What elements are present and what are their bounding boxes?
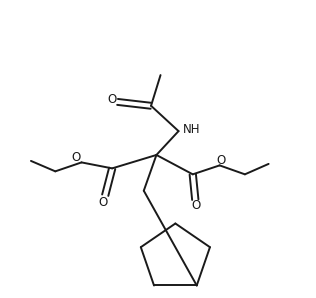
Text: O: O bbox=[71, 151, 81, 164]
Text: O: O bbox=[107, 93, 117, 106]
Text: NH: NH bbox=[183, 123, 200, 136]
Text: O: O bbox=[191, 198, 201, 212]
Text: O: O bbox=[98, 196, 107, 209]
Text: O: O bbox=[216, 154, 226, 167]
